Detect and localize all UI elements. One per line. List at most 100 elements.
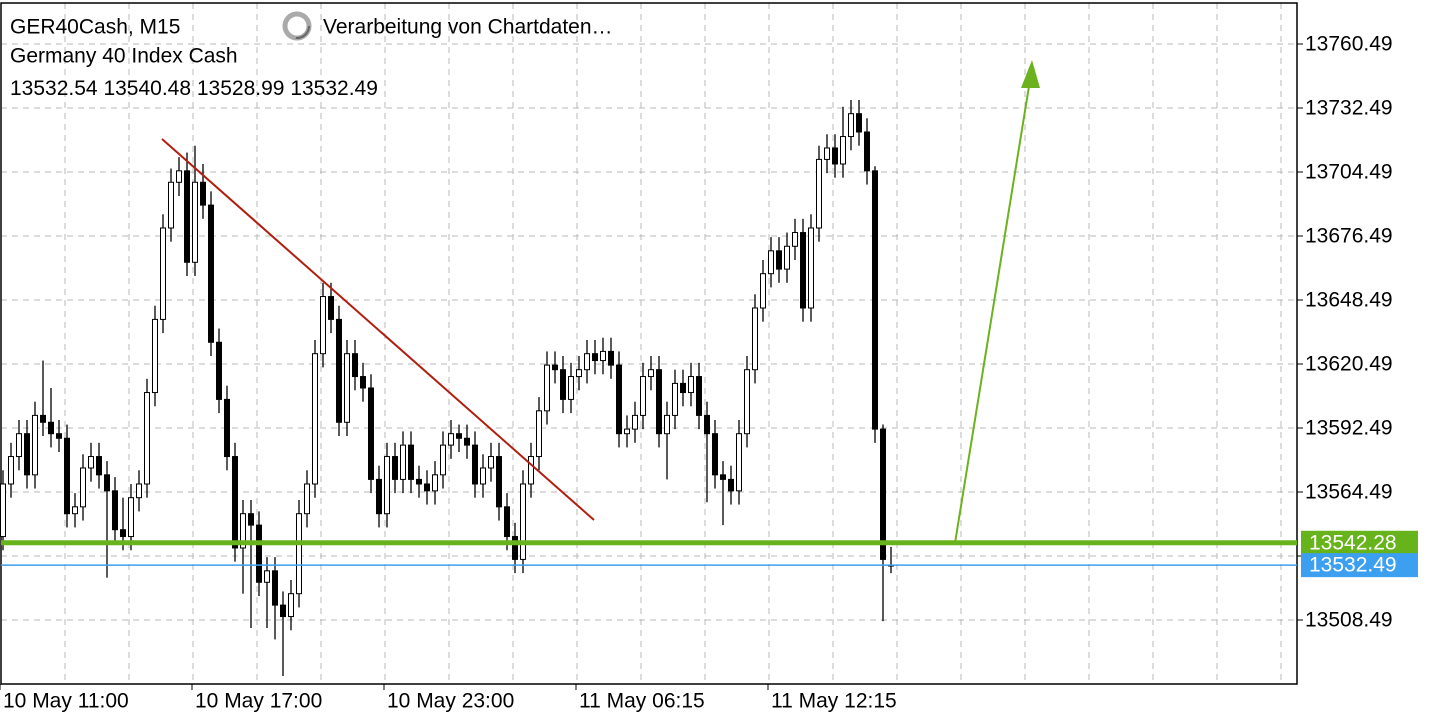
candle-body	[88, 456, 94, 469]
candle-body	[768, 250, 774, 275]
candle-body	[64, 437, 70, 515]
candle-body	[280, 604, 286, 618]
candle-body	[272, 570, 278, 606]
candle-body	[784, 245, 790, 270]
candle-body	[400, 444, 406, 480]
candle-body	[808, 227, 814, 309]
candle-body	[704, 414, 710, 435]
candle-body	[128, 497, 134, 538]
candle-body	[352, 353, 358, 378]
candle-body	[752, 307, 758, 371]
candle-body	[840, 136, 846, 165]
candle-body	[536, 410, 542, 458]
x-tick-label: 11 May 06:15	[579, 690, 705, 713]
candle-body	[16, 433, 22, 458]
chart-subtitle: Germany 40 Index Cash	[10, 45, 238, 68]
price-label-box	[1301, 530, 1418, 555]
candle-body	[688, 376, 694, 394]
candles	[0, 99, 1297, 676]
candle-body	[232, 456, 238, 549]
trend-line	[161, 138, 595, 521]
arrow-line	[954, 79, 1031, 544]
candle-body	[520, 483, 526, 560]
candle-body	[776, 250, 782, 270]
candle-body	[256, 524, 262, 583]
candle-body	[8, 456, 14, 485]
candle-body	[368, 387, 374, 480]
y-tick-label: 13648.49	[1305, 289, 1393, 312]
candle-body	[328, 296, 334, 320]
price-label: 13542.28	[1309, 531, 1397, 554]
spinner-arc	[284, 13, 310, 39]
candle-body	[504, 506, 510, 538]
candle-body	[440, 444, 446, 476]
candle-body	[112, 490, 118, 531]
candle-body	[152, 318, 158, 394]
candle-body	[824, 147, 830, 160]
candle-body	[472, 444, 478, 485]
candle-body	[696, 376, 702, 416]
x-tick-label: 10 May 23:00	[387, 690, 514, 713]
candle-body	[208, 204, 214, 343]
candle-body	[80, 467, 86, 508]
y-tick-label: 13704.49	[1305, 161, 1393, 184]
candle-body	[176, 170, 182, 183]
candle-body	[624, 428, 630, 435]
candle-body	[664, 414, 670, 435]
candle-body	[576, 369, 582, 378]
candle-body	[264, 570, 270, 583]
candle-body	[360, 376, 366, 389]
candle-body	[656, 369, 662, 435]
y-tick-label: 13732.49	[1305, 97, 1393, 120]
x-tick-label: 11 May 12:15	[771, 690, 897, 713]
status-text: Verarbeitung von Chartdaten…	[323, 16, 613, 39]
candle-body	[512, 536, 518, 560]
candle-body	[568, 376, 574, 400]
candle-body	[376, 478, 382, 515]
candle-body	[832, 147, 838, 165]
ohlc-low: 13528.99	[197, 77, 285, 100]
candle-body	[856, 113, 862, 133]
candle-body	[760, 273, 766, 309]
ohlc-close: 13532.49	[290, 77, 378, 100]
candle-body	[712, 433, 718, 476]
candle-body	[224, 398, 230, 458]
candle-body	[184, 170, 190, 263]
price-label: 13532.49	[1309, 554, 1397, 577]
axes: 13508.4913536.4913564.4913592.4913620.49…	[0, 33, 1418, 713]
ohlc-readout: 13532.54 13540.48 13528.99 13532.49	[10, 77, 378, 100]
candle-body	[592, 353, 598, 362]
candle-body	[672, 382, 678, 416]
candle-body	[600, 350, 606, 362]
candle-body	[24, 433, 30, 476]
candle-body	[48, 421, 54, 435]
candle-body	[448, 433, 454, 446]
candle-body	[608, 350, 614, 366]
candle-body	[392, 456, 398, 480]
candle-body	[720, 474, 726, 480]
candle-body	[248, 513, 254, 526]
candle-body	[336, 318, 342, 423]
x-tick-label: 10 May 11:00	[3, 690, 129, 713]
candle-body	[816, 158, 822, 229]
arrow-head	[1021, 60, 1040, 88]
candle-body	[168, 181, 174, 229]
candle-body	[728, 478, 734, 492]
y-tick-label: 13508.49	[1305, 609, 1393, 632]
candle-body	[640, 376, 646, 416]
candle-body	[880, 428, 886, 560]
candle-body	[160, 227, 166, 320]
candle-body	[584, 353, 590, 371]
candle-body	[432, 474, 438, 492]
candle-body	[384, 456, 390, 515]
ohlc-open: 13532.54	[10, 77, 98, 100]
y-tick-label: 13620.49	[1305, 353, 1393, 376]
candle-body	[296, 513, 302, 595]
candle-body	[40, 414, 46, 423]
candle-body	[648, 369, 654, 378]
y-tick-label: 13592.49	[1305, 417, 1393, 440]
candle-body	[136, 483, 142, 499]
candle-body	[792, 232, 798, 247]
candle-body	[56, 433, 62, 439]
